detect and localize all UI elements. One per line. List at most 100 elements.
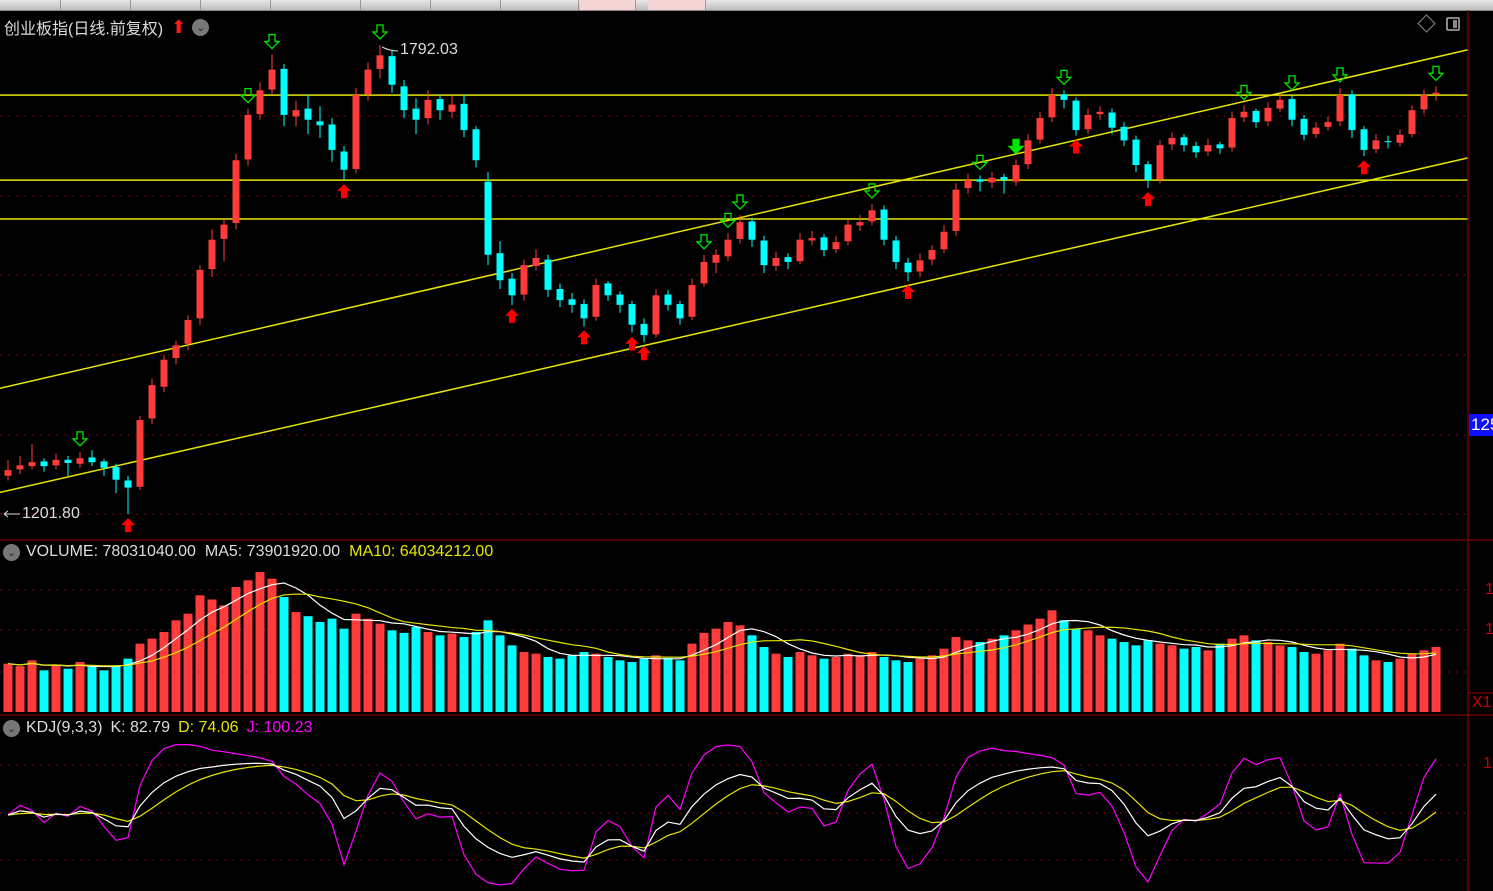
- candles: [4, 45, 1440, 514]
- volume-bar: [915, 658, 925, 712]
- candle-body: [160, 359, 168, 387]
- tab[interactable]: [430, 0, 501, 10]
- volume-bar: [579, 652, 589, 712]
- candle-body: [748, 221, 756, 240]
- candle-body: [712, 254, 720, 263]
- high-marker-arrow: [381, 46, 399, 52]
- candle-body: [964, 180, 972, 189]
- tab[interactable]: [500, 0, 579, 10]
- candle-body: [676, 304, 684, 319]
- candle-body: [1372, 140, 1380, 150]
- volume-bar: [1347, 648, 1357, 712]
- candle-body: [472, 129, 480, 161]
- volume-bar: [1359, 655, 1369, 712]
- volume-bar: [879, 657, 889, 712]
- tab[interactable]: [0, 0, 61, 10]
- candle-body: [376, 55, 384, 69]
- volume-bar: [459, 637, 469, 712]
- candle-body: [988, 177, 996, 183]
- candle-body: [172, 345, 180, 359]
- volume-bar: [315, 622, 325, 712]
- tab[interactable]: [360, 0, 431, 10]
- volume-bar: [951, 637, 961, 712]
- kdj-k-line: [7, 762, 1437, 863]
- buy-arrow-icon: [1069, 139, 1083, 154]
- candle-body: [1228, 118, 1236, 148]
- volume-bar: [927, 655, 937, 712]
- candle-body: [1420, 95, 1428, 110]
- volume-bar: [63, 668, 73, 712]
- volume-bar: [627, 662, 637, 712]
- candle-body: [1396, 134, 1404, 143]
- tab[interactable]: [130, 0, 201, 10]
- volume-bar: [819, 658, 829, 712]
- candle-body: [1084, 114, 1092, 130]
- sell-arrow-icon: [371, 24, 389, 40]
- volume-bar: [291, 612, 301, 712]
- candle-body: [1216, 144, 1224, 149]
- scale-label: X1: [1472, 694, 1492, 711]
- chevron-down-icon[interactable]: ⌄: [192, 18, 210, 36]
- volume-bar: [243, 580, 253, 712]
- candle-body: [268, 69, 276, 90]
- sell-arrow-icon: [731, 194, 749, 210]
- signals: [71, 24, 1445, 532]
- volume-bar: [975, 642, 985, 712]
- tab[interactable]: [648, 0, 706, 10]
- volume-axis-tick: 1: [1485, 581, 1493, 598]
- candle-body: [388, 56, 396, 85]
- strong-sell-arrow-icon: [1007, 138, 1025, 155]
- candle-body: [1288, 99, 1296, 120]
- volume-bar: [1275, 645, 1285, 712]
- tab[interactable]: [580, 0, 636, 10]
- volume-bar: [771, 653, 781, 712]
- candle-body: [664, 294, 672, 305]
- sell-arrow-icon: [1283, 75, 1301, 91]
- ma5-value: MA5: 73901920.00: [204, 543, 341, 560]
- candle-body: [520, 265, 528, 295]
- candle-body: [1276, 99, 1284, 109]
- chevron-down-icon[interactable]: ⌄: [3, 543, 20, 561]
- candle-body: [1432, 92, 1440, 95]
- volume-bar: [567, 655, 577, 712]
- tab[interactable]: [200, 0, 271, 10]
- candle-body: [580, 304, 588, 319]
- sell-arrow-icon: [263, 33, 281, 50]
- kdj-d-line: [7, 764, 1437, 859]
- candle-body: [1336, 95, 1344, 122]
- volume-bar: [1167, 645, 1177, 712]
- low-price-label: 1201.80: [22, 505, 80, 522]
- volume-bar: [999, 635, 1009, 712]
- candle-body: [1300, 118, 1308, 135]
- candle-body: [1120, 126, 1128, 141]
- candle-body: [316, 121, 324, 126]
- candle-body: [916, 260, 924, 272]
- candle-body: [280, 68, 288, 115]
- panel-frame: [0, 10, 1493, 891]
- candle-body: [1012, 165, 1020, 182]
- chevron-down-icon[interactable]: ⌄: [3, 719, 20, 737]
- candle-body: [832, 242, 840, 250]
- candle-body: [64, 459, 72, 463]
- candle-body: [628, 304, 636, 325]
- candle-body: [1144, 164, 1152, 181]
- volume-bar: [723, 622, 733, 712]
- candle-body: [448, 104, 456, 112]
- kdj-lines: [7, 744, 1437, 886]
- candle-body: [208, 239, 216, 270]
- volume-bar: [867, 652, 877, 712]
- volume-bar: [399, 632, 409, 712]
- chart-header: 创业板指(日线.前复权) ⬆ ⌄: [4, 15, 215, 39]
- tab[interactable]: [270, 0, 361, 10]
- candle-body: [40, 461, 48, 467]
- candle-body: [868, 210, 876, 222]
- d-value: D: 74.06: [178, 719, 239, 736]
- volume-bar: [639, 658, 649, 712]
- panel-toggle-icon[interactable]: [1446, 17, 1460, 31]
- candle-body: [352, 95, 360, 169]
- volume-bar: [351, 613, 361, 712]
- candle-body: [1108, 112, 1116, 128]
- tab[interactable]: [60, 0, 131, 10]
- volume-bar: [171, 620, 181, 712]
